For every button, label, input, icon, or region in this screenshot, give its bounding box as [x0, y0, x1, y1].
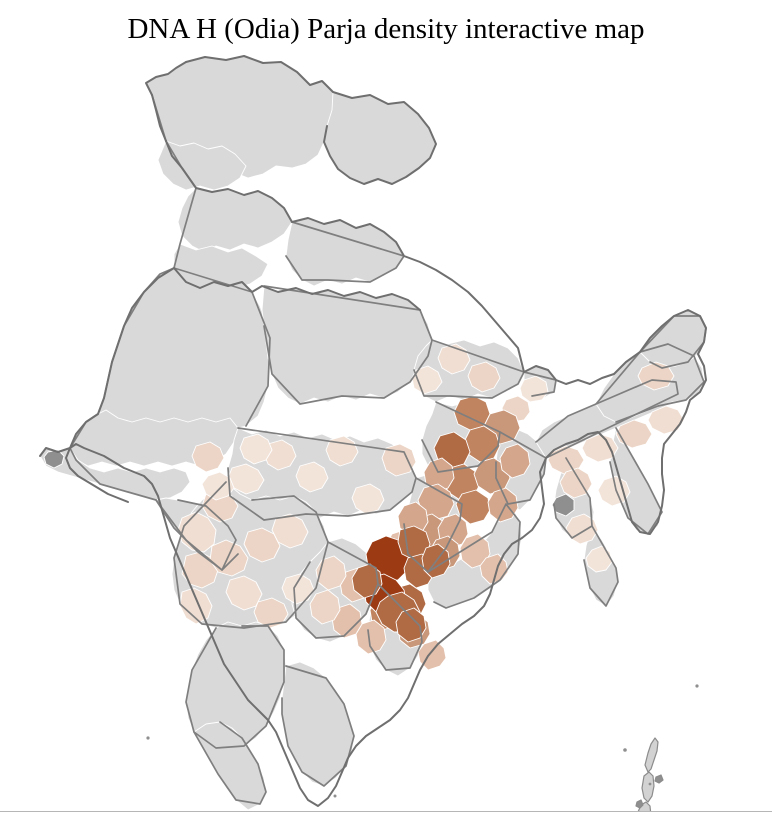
island-speck [695, 684, 699, 688]
district-area[interactable] [286, 218, 404, 286]
footer-divider [0, 811, 772, 812]
district-area[interactable] [560, 468, 592, 498]
district-area[interactable] [424, 458, 454, 492]
island-south-andaman[interactable] [637, 801, 652, 812]
island-speck [623, 748, 627, 752]
lakshadweep-speck [146, 736, 150, 740]
district-area[interactable] [356, 620, 386, 654]
island-nicobar-group[interactable] [635, 799, 644, 809]
island-middle-andaman[interactable] [641, 771, 655, 803]
district-area[interactable] [296, 462, 328, 492]
district-area-sundarbans[interactable] [552, 494, 574, 516]
district-area[interactable] [488, 488, 518, 522]
island-speck [654, 774, 664, 784]
state-boundaries [70, 95, 706, 804]
district-area[interactable] [352, 484, 384, 514]
district-area[interactable] [262, 286, 432, 404]
district-area[interactable] [244, 528, 280, 562]
district-area[interactable] [98, 268, 272, 434]
district-area[interactable] [310, 590, 340, 624]
landmass-base-layer [40, 56, 706, 810]
district-area[interactable] [418, 484, 454, 520]
district-area[interactable] [468, 362, 500, 392]
island-north-andaman[interactable] [644, 737, 659, 773]
district-area[interactable] [412, 366, 442, 394]
district-area[interactable] [316, 556, 346, 590]
district-area[interactable] [202, 472, 234, 500]
district-area[interactable] [382, 444, 416, 476]
district-area[interactable] [178, 188, 292, 252]
district-area[interactable] [456, 490, 490, 524]
district-area[interactable] [192, 442, 224, 472]
district-area[interactable] [332, 604, 362, 638]
india-choropleth-svg[interactable] [0, 48, 772, 812]
country-boundary [40, 56, 706, 806]
district-area[interactable] [520, 376, 548, 402]
island-speck [648, 782, 652, 786]
district-area[interactable] [254, 598, 288, 628]
district-area[interactable] [582, 434, 618, 462]
island-speck [333, 794, 337, 798]
district-area[interactable] [500, 444, 530, 478]
andaman-nicobar-islands [146, 684, 699, 812]
district-area[interactable] [396, 608, 426, 642]
district-area[interactable] [616, 420, 652, 448]
district-area[interactable] [158, 141, 246, 190]
page-title: DNA H (Odia) Parja density interactive m… [127, 13, 645, 45]
district-area[interactable] [282, 574, 314, 604]
district-area[interactable] [438, 344, 470, 374]
district-area[interactable] [240, 434, 272, 464]
district-area[interactable] [648, 406, 684, 434]
map-canvas[interactable] [0, 48, 772, 812]
choropleth-high-layer [352, 526, 450, 642]
